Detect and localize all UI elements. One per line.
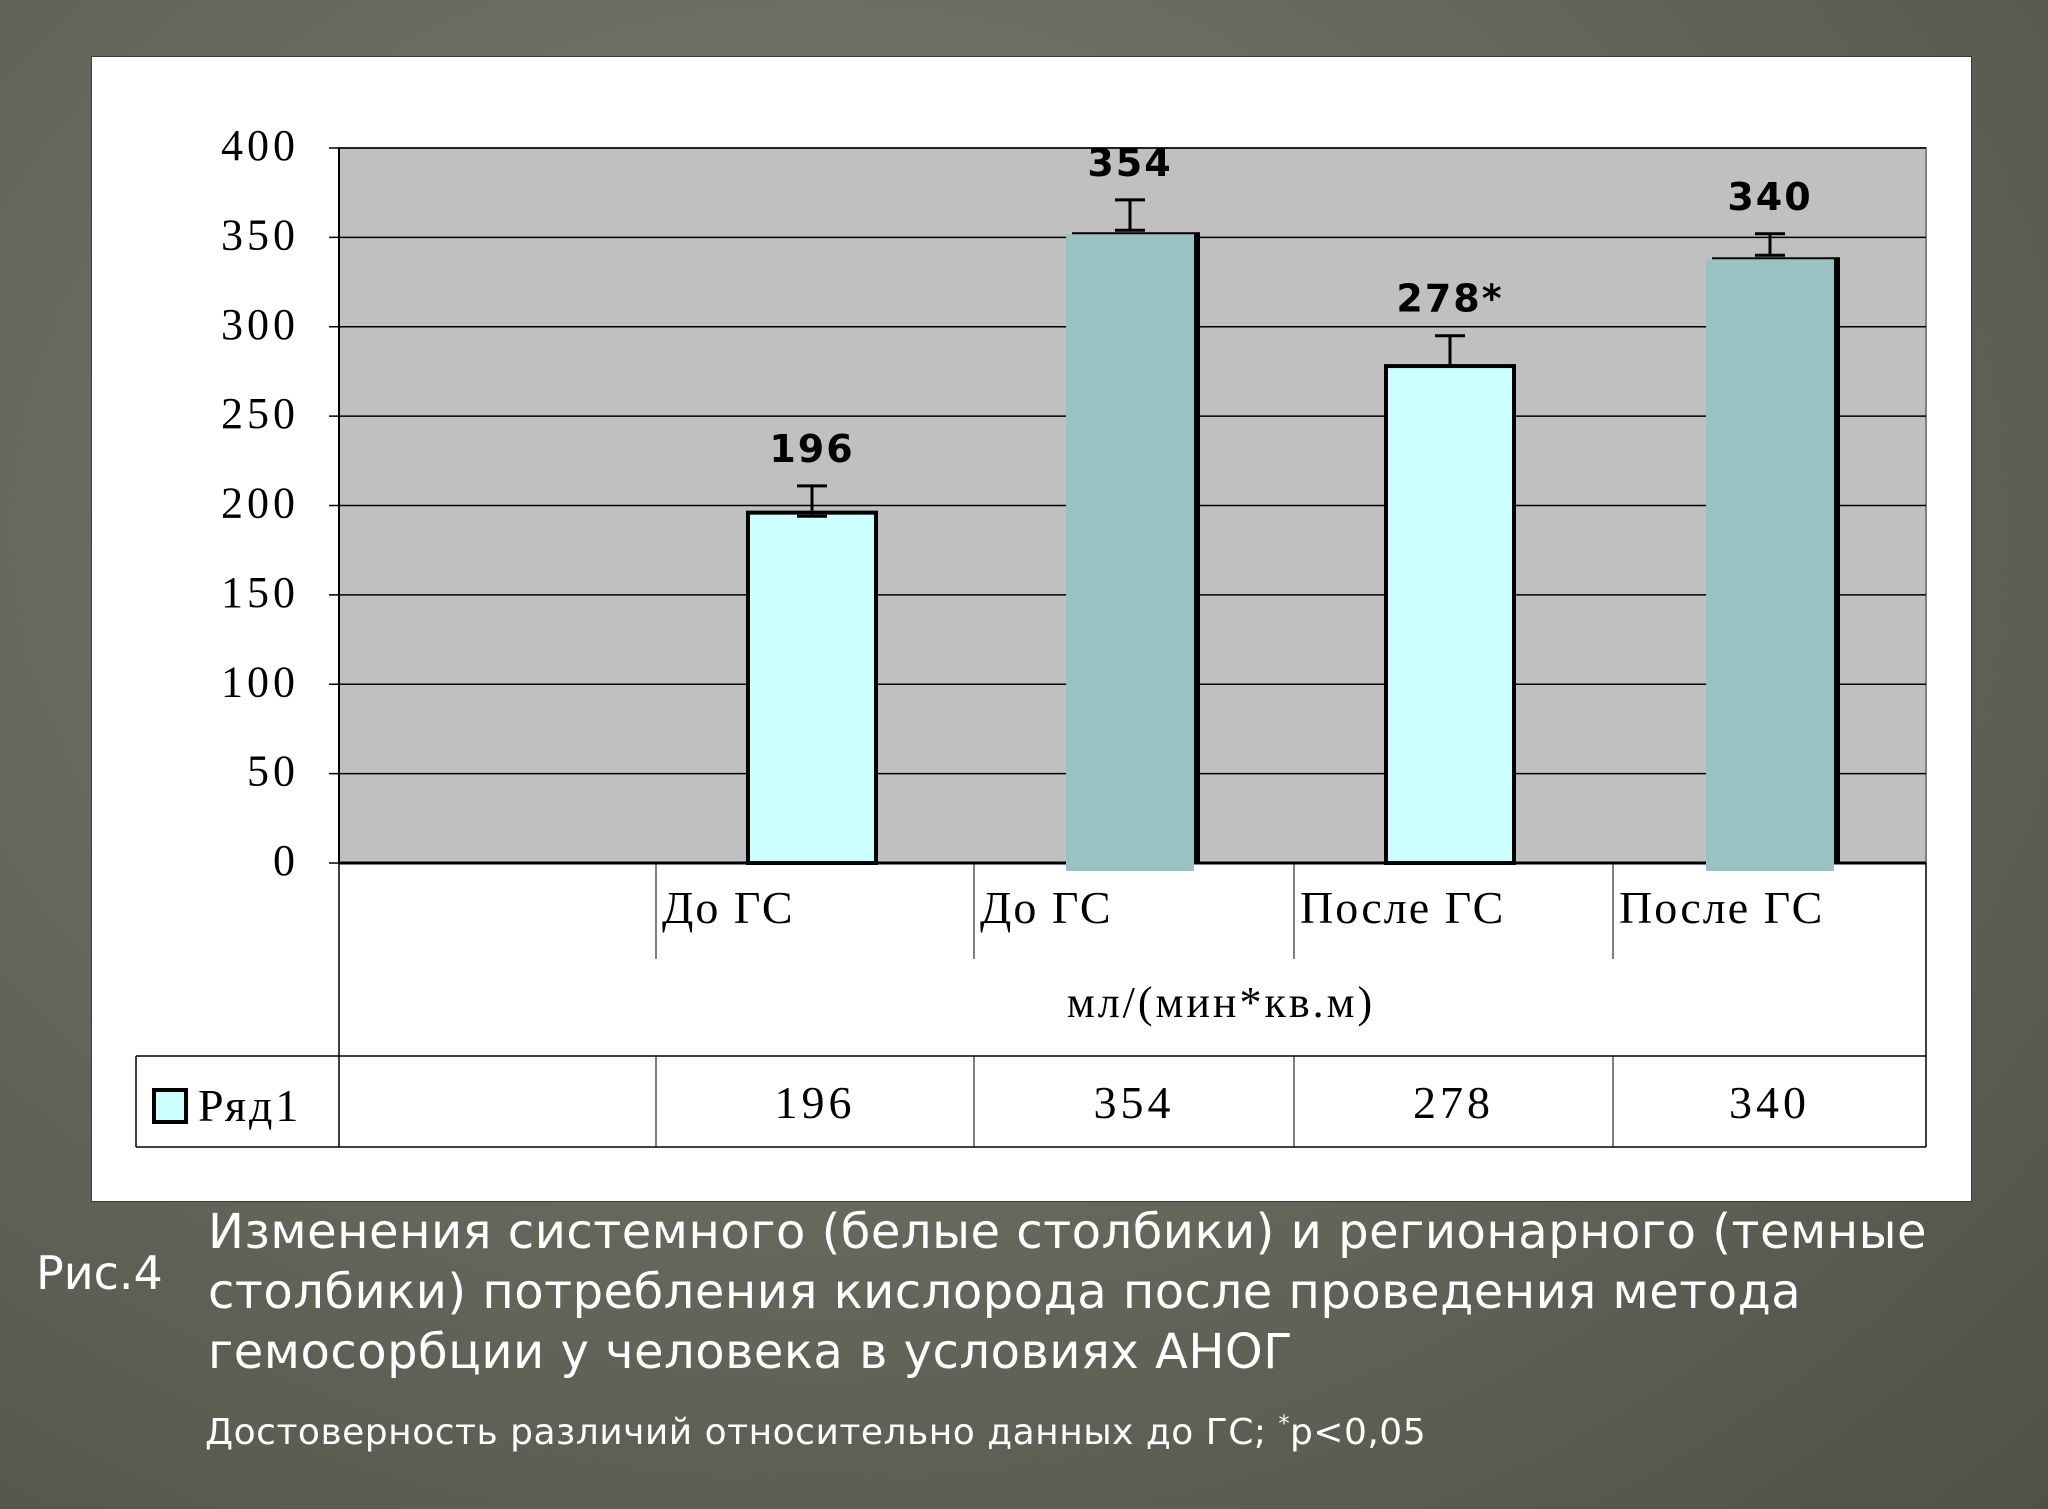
y-tick-label: 200 bbox=[221, 479, 299, 528]
data-label: 196 bbox=[769, 427, 854, 471]
chart-panel: 0 50 100 150 200 250 300 350 400 196 354 278* 340 До … bbox=[91, 56, 1972, 1202]
table-cell-value: 278 bbox=[1413, 1077, 1494, 1128]
category-label: После ГС bbox=[1300, 882, 1505, 933]
bar bbox=[1706, 259, 1834, 871]
bar-chart: 0 50 100 150 200 250 300 350 400 196 354 278* 340 До … bbox=[135, 121, 1927, 1148]
bar bbox=[1066, 234, 1194, 872]
table-cell-value: 340 bbox=[1729, 1077, 1810, 1128]
note-text: Достоверность различий относительно данн… bbox=[205, 1412, 1279, 1453]
data-label: 340 bbox=[1727, 175, 1812, 219]
legend-label: Ряд1 bbox=[198, 1080, 301, 1131]
note-asterisk: * bbox=[1278, 1412, 1290, 1437]
bar bbox=[1384, 364, 1516, 865]
figure-label: Рис.4 bbox=[36, 1246, 163, 1300]
table-cell-value: 354 bbox=[1094, 1077, 1175, 1128]
y-tick-label: 300 bbox=[221, 300, 299, 349]
bar bbox=[746, 510, 878, 865]
data-label: 278* bbox=[1396, 277, 1503, 321]
x-axis-label: мл/(мин*кв.м) bbox=[1067, 978, 1375, 1027]
y-tick-label: 50 bbox=[247, 747, 299, 796]
y-tick-label: 350 bbox=[221, 210, 299, 259]
y-tick-label: 150 bbox=[221, 568, 299, 617]
table-cell-value: 196 bbox=[775, 1077, 856, 1128]
legend-swatch bbox=[152, 1088, 188, 1124]
y-tick-label: 400 bbox=[221, 121, 299, 170]
y-tick-label: 100 bbox=[221, 657, 299, 706]
data-label: 354 bbox=[1087, 141, 1172, 185]
significance-note: Достоверность различий относительно данн… bbox=[205, 1402, 1426, 1456]
y-tick-label: 0 bbox=[273, 836, 299, 885]
note-pvalue: p<0,05 bbox=[1289, 1412, 1427, 1453]
category-label: До ГС bbox=[662, 882, 795, 933]
figure-caption: Изменения системного (белые столбики) и … bbox=[208, 1204, 1927, 1380]
category-label: После ГС bbox=[1619, 882, 1824, 933]
y-tick-label: 250 bbox=[221, 389, 299, 438]
category-label: До ГС bbox=[980, 882, 1113, 933]
